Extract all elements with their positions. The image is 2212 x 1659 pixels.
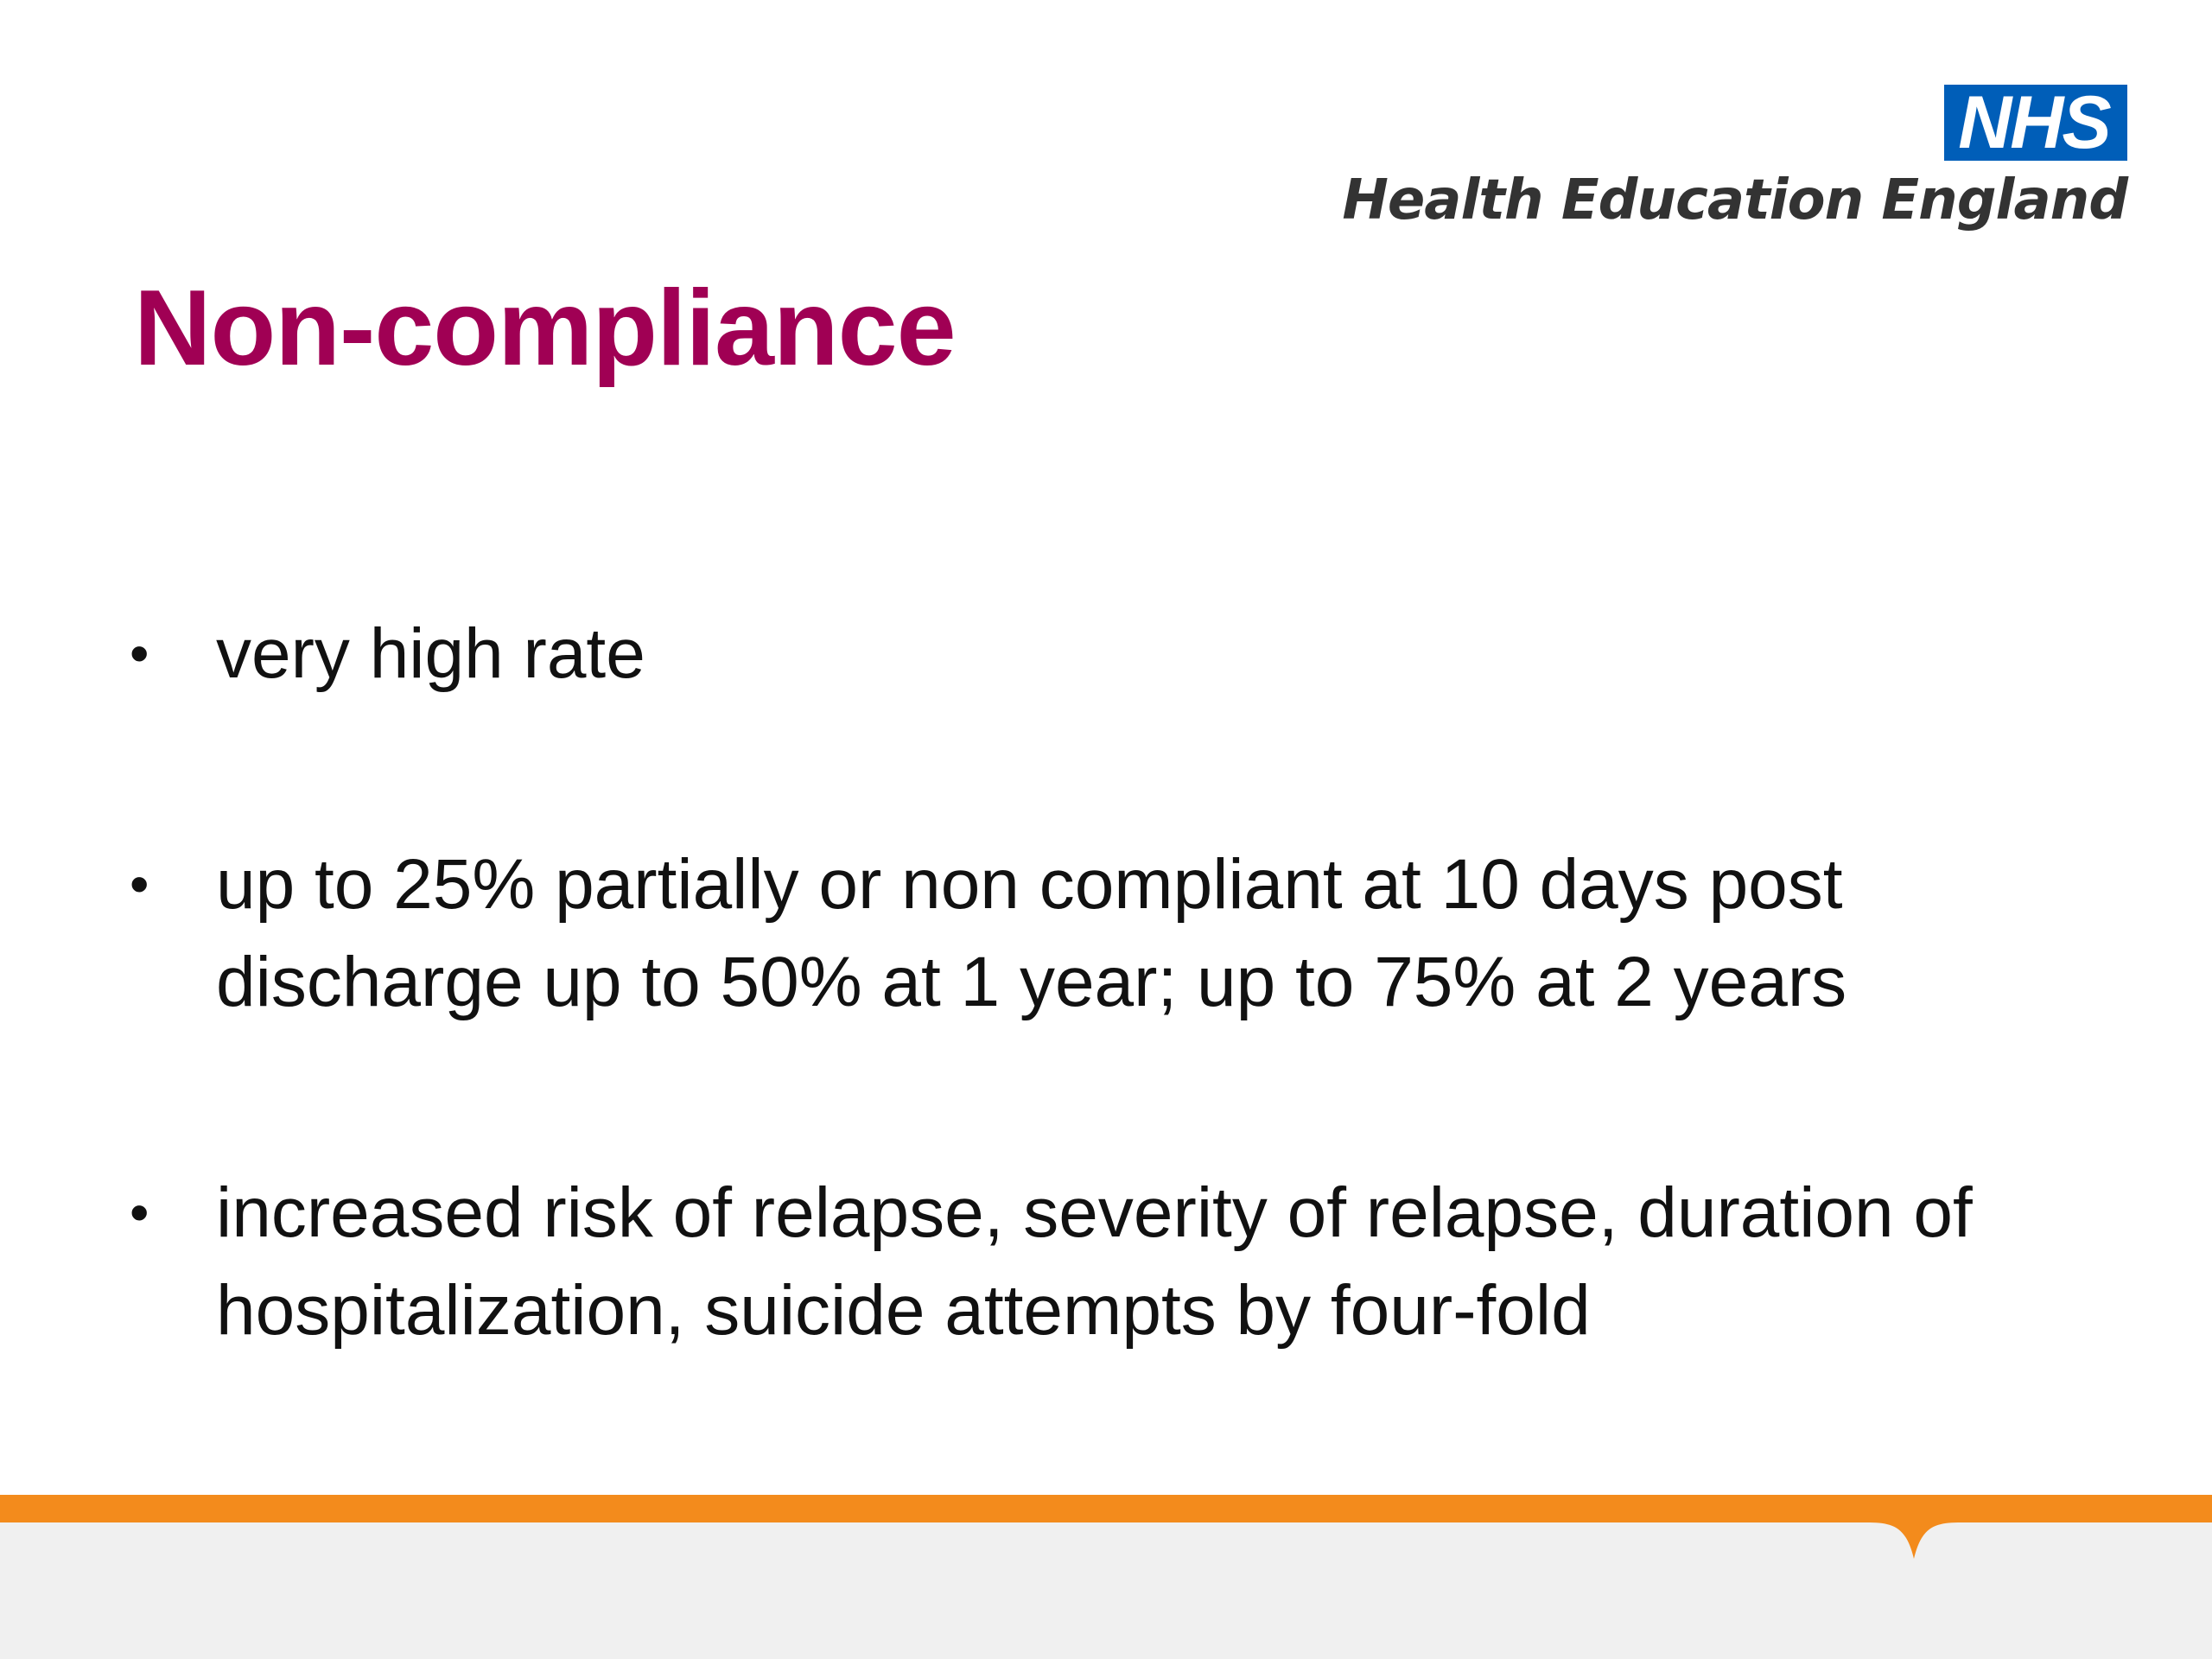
bullet-symbol: • — [130, 622, 149, 684]
bullet-list: • very high rate • up to 25% partially o… — [130, 605, 2074, 1359]
bullet-text: very high rate — [216, 614, 645, 693]
slide-title: Non-compliance — [134, 269, 957, 388]
bullet-symbol: • — [130, 1181, 149, 1243]
bullet-item: • very high rate — [130, 605, 2074, 702]
bullet-item: • up to 25% partially or non compliant a… — [130, 836, 2074, 1031]
bullet-item: • increased risk of relapse, severity of… — [130, 1164, 2074, 1359]
bullet-symbol: • — [130, 853, 149, 915]
footer-band — [0, 1522, 2212, 1659]
nhs-hee-logo: NHS Health Education England — [1342, 85, 2128, 233]
bullet-text: up to 25% partially or non compliant at … — [216, 845, 1847, 1021]
organisation-name: Health Education England — [1342, 168, 2128, 232]
bullet-text: increased risk of relapse, severity of r… — [216, 1173, 1973, 1350]
footer-accent-line — [0, 1495, 2212, 1522]
nhs-logo-box: NHS — [1944, 85, 2127, 161]
footer-notch-shape — [1866, 1522, 1961, 1559]
